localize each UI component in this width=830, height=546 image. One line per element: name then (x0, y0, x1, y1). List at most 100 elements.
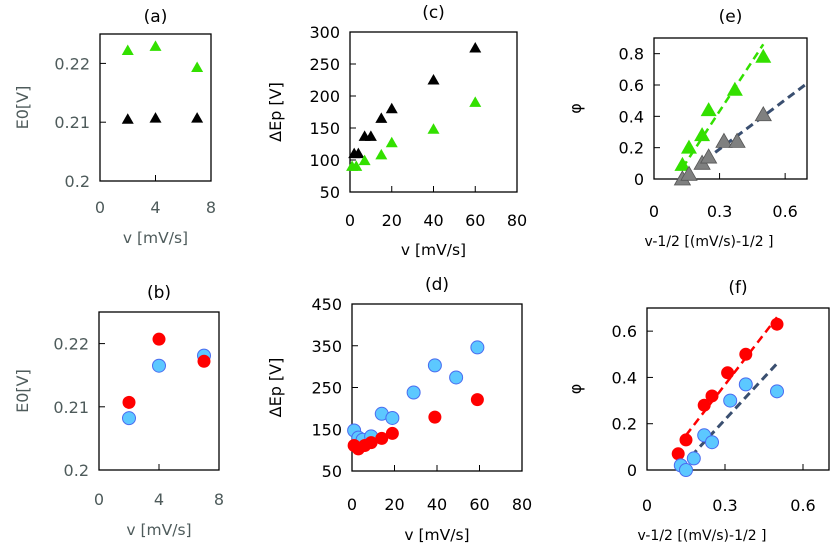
y-tick-label: 250 (309, 55, 340, 74)
red-circle-point (364, 436, 378, 450)
gray-triangle-point (728, 132, 746, 148)
x-tick-label: 0 (649, 202, 659, 221)
red-circle-point (385, 426, 399, 440)
y-tick-label: 0.4 (619, 107, 644, 126)
y-tick-label: 350 (311, 337, 342, 356)
x-axis-label: v [mV/s] (404, 526, 469, 544)
y-tick-label: 0.22 (54, 54, 90, 73)
y-tick-label: 200 (309, 87, 340, 106)
plot-frame (349, 31, 518, 193)
x-tick-label: 0.3 (707, 202, 732, 221)
black-triangle-point (121, 113, 134, 124)
y-tick-label: 0.2 (64, 461, 89, 480)
red-circle-point (739, 347, 753, 361)
green-triangle-point (358, 154, 371, 166)
y-tick-label: 450 (311, 295, 342, 314)
black-triangle-point (385, 102, 398, 114)
x-axis-label: v [mV/s] (123, 229, 188, 247)
panel-title: (b) (147, 283, 171, 303)
y-axis-label: ΔEp [V] (266, 358, 285, 418)
y-tick-label: 150 (309, 119, 340, 138)
x-tick-label: 80 (507, 211, 527, 230)
black-triangle-point (352, 147, 365, 159)
y-axis-label: E0[V] (13, 86, 32, 130)
y-axis-label: E0[V] (13, 369, 32, 413)
black-triangle-point (469, 42, 482, 53)
x-tick-label: 60 (469, 495, 489, 514)
x-tick-label: 20 (384, 495, 404, 514)
red-circle-point (770, 317, 784, 331)
x-tick-label: 0.6 (790, 496, 815, 515)
black-triangle-point (149, 112, 162, 123)
blue-circle-point (385, 410, 400, 425)
x-tick-label: 0.6 (772, 202, 797, 221)
black-triangle-point (375, 112, 388, 123)
blue-circle-point (679, 463, 693, 477)
x-tick-label: 0 (642, 496, 652, 515)
gray-triangle-point (754, 105, 772, 122)
black-triangle-point (364, 130, 377, 141)
x-tick-label: 80 (512, 495, 532, 514)
panel-a: (a) 0.2 0.21 0.22 0 4 8 v [mV/s] E0[V] (13, 7, 216, 247)
panel-title: (f) (728, 278, 747, 298)
x-tick-label: 4 (154, 490, 164, 509)
x-tick-label: 4 (150, 198, 160, 217)
blue-circle-point (470, 340, 485, 355)
green-triangle-point (755, 48, 772, 63)
panel-c: (c) 50 100 150 200 250 300 0 20 40 60 80 v [mV/s] ΔEp… (266, 3, 527, 259)
green-triangle-point (350, 160, 363, 171)
x-tick-label: 60 (465, 211, 485, 230)
plot-frame (351, 303, 523, 472)
green-triangle-point (149, 40, 162, 51)
y-tick-label: 250 (311, 379, 342, 398)
y-tick-label: 300 (309, 23, 340, 42)
red-circle-point (721, 366, 735, 380)
blue-circle-point (406, 385, 421, 400)
green-triangle-point (694, 127, 711, 142)
y-axis-label: φ (566, 103, 585, 114)
panel-title: (a) (144, 7, 168, 27)
x-tick-label: 0.3 (712, 496, 737, 515)
red-circle-point (428, 410, 442, 424)
green-triangle-point (674, 156, 691, 171)
x-tick-label: 8 (214, 490, 224, 509)
red-circle-point (375, 431, 389, 445)
green-fit-line (681, 43, 765, 169)
green-triangle-point (700, 102, 717, 117)
y-axis-label: ΔEp [V] (266, 82, 285, 142)
blue-circle-point (152, 358, 166, 373)
blue-circle-point (705, 435, 719, 450)
blue-circle-point (449, 370, 464, 385)
gray-triangle-point (680, 165, 698, 181)
red-circle-point (197, 354, 211, 368)
x-tick-label: 0 (347, 495, 357, 514)
y-tick-label: 0.2 (619, 139, 644, 158)
red-circle-point (671, 447, 685, 461)
plot-frame (653, 37, 808, 180)
panel-d: (d) 50 150 250 350 450 0 20 40 60 80 v [mV/s] ΔEp [V… (266, 275, 532, 544)
x-axis-label: v-1/2 [(mV/s)-1/2 ] (637, 528, 766, 544)
y-tick-label: 0.4 (612, 368, 637, 387)
green-triangle-point (385, 136, 398, 148)
blue-circle-point (770, 384, 784, 399)
red-circle-point (470, 393, 484, 407)
blue-circle-point (122, 411, 136, 426)
y-axis-label: φ (566, 384, 585, 395)
plot-frame (99, 33, 212, 182)
black-triangle-point (427, 74, 440, 85)
red-circle-point (679, 433, 693, 447)
red-circle-point (705, 389, 719, 403)
panel-e: (e) 0 0.2 0.4 0.6 0.8 0 0.3 0.6 v-1/2 [(mV/s)-1/2… (566, 7, 808, 250)
red-circle-point (697, 398, 711, 412)
blue-circle-point (738, 377, 753, 392)
green-triangle-point (191, 61, 204, 73)
plot-frame (646, 307, 830, 471)
y-tick-label: 50 (322, 462, 342, 481)
red-circle-point (122, 395, 136, 409)
y-tick-label: 0.2 (612, 415, 637, 434)
x-tick-label: 0 (94, 490, 104, 509)
y-tick-label: 50 (320, 183, 340, 202)
panel-f: (f) 0 0.2 0.4 0.6 0 0.3 0.6 v-1/2 [(mV/s)-1/2 ] φ (566, 278, 830, 544)
x-tick-label: 0 (95, 198, 105, 217)
